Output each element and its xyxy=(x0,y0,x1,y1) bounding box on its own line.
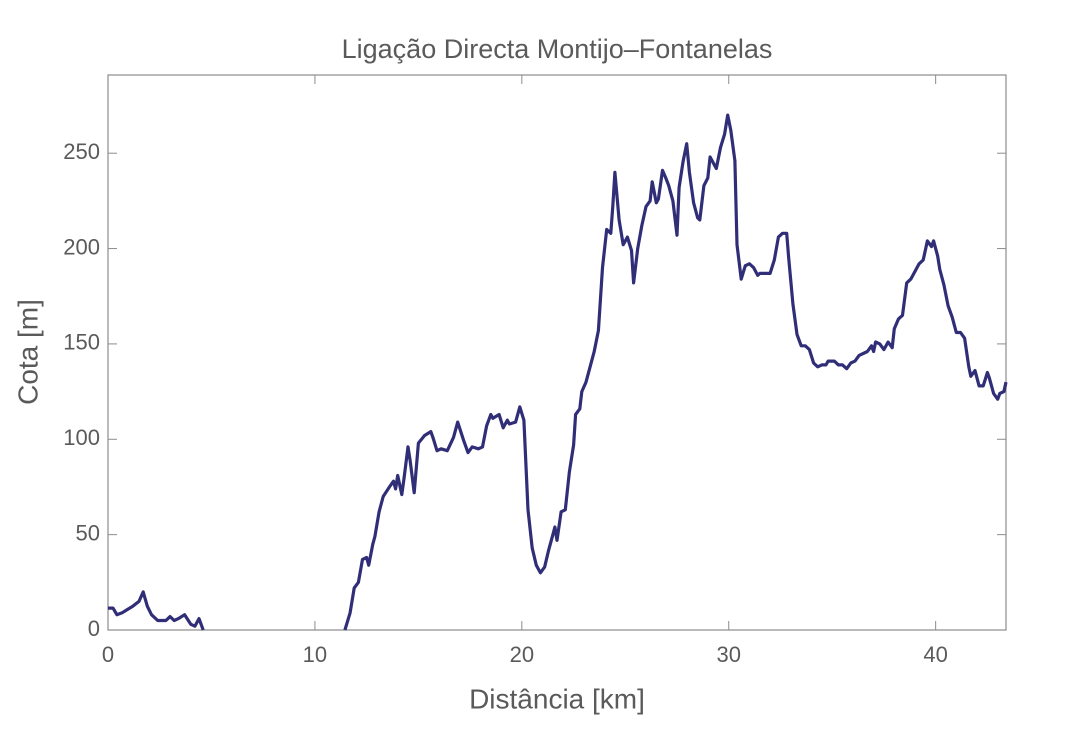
x-axis-label: Distância [km] xyxy=(469,683,645,714)
y-tick-label: 150 xyxy=(63,330,100,355)
x-tick-label: 20 xyxy=(510,642,534,667)
x-tick-label: 30 xyxy=(716,642,740,667)
x-tick-label: 0 xyxy=(102,642,114,667)
y-tick-label: 50 xyxy=(76,520,100,545)
y-tick-label: 250 xyxy=(63,139,100,164)
y-tick-label: 0 xyxy=(88,616,100,641)
chart-title: Ligação Directa Montijo–Fontanelas xyxy=(342,34,773,64)
y-tick-label: 200 xyxy=(63,234,100,259)
y-tick-label: 100 xyxy=(63,425,100,450)
y-axis-label: Cota [m] xyxy=(12,299,43,405)
x-tick-label: 40 xyxy=(923,642,947,667)
plot-frame xyxy=(107,74,1007,631)
x-tick-label: 10 xyxy=(303,642,327,667)
elevation-line xyxy=(108,113,1008,631)
